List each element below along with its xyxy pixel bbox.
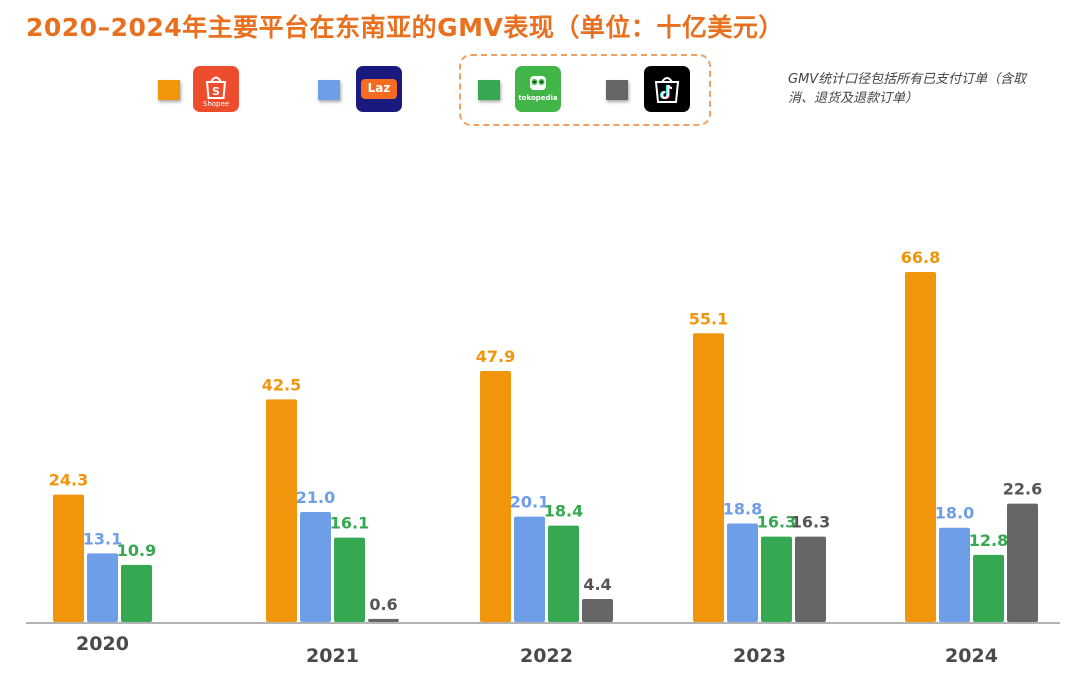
value-label-shopee-2020: 24.3 <box>49 471 88 490</box>
tokopedia-logo-text: tokopedia <box>518 94 558 102</box>
value-label-shopee-2021: 42.5 <box>262 375 301 394</box>
bar-shopee-2022 <box>480 371 511 622</box>
value-label-tiktok-2022: 4.4 <box>583 575 611 594</box>
bar-tiktok-2021 <box>368 618 399 622</box>
bar-lazada-2021 <box>300 511 331 622</box>
chart-title: 2020–2024年主要平台在东南亚的GMV表现（单位：十亿美元） <box>26 13 784 42</box>
bar-shopee-2024 <box>905 272 936 622</box>
bar-tiktok-2023 <box>795 536 826 622</box>
value-label-tiktok-2021: 0.6 <box>369 595 397 614</box>
value-label-tiktok-2024: 22.6 <box>1003 480 1042 499</box>
value-label-shopee-2024: 66.8 <box>901 248 940 267</box>
value-label-tokopedia-2021: 16.1 <box>330 514 369 533</box>
bar-lazada-2022 <box>514 516 545 622</box>
tiktok-note-icon <box>654 77 680 103</box>
shopee-logo-icon: S Shopee <box>193 66 239 112</box>
bar-tokopedia-2022 <box>548 525 579 622</box>
bar-lazada-2020 <box>87 553 118 622</box>
lazada-logo-text: Laz <box>367 81 391 95</box>
legend-highlight-box <box>459 54 711 126</box>
lazada-logo-icon: Laz <box>356 66 402 112</box>
value-label-lazada-2021: 21.0 <box>296 488 335 507</box>
bar-shopee-2020 <box>53 494 84 622</box>
x-tick-label-2020: 2020 <box>76 633 129 655</box>
bar-tokopedia-2020 <box>121 564 152 622</box>
legend-swatch-shopee <box>158 80 180 100</box>
bar-shopee-2021 <box>266 399 297 622</box>
svg-text:S: S <box>212 85 220 98</box>
value-label-tokopedia-2024: 12.8 <box>969 531 1008 550</box>
value-labels-group: 24.3 13.110.9 42.5 21.0 16.1 0.6 47.9 20.118.4 4… <box>49 248 1042 614</box>
owl-icon <box>530 76 546 90</box>
bar-shopee-2023 <box>693 333 724 622</box>
value-label-tokopedia-2023: 16.3 <box>757 513 796 532</box>
tokopedia-logo-icon: tokopedia <box>515 66 561 112</box>
shopee-logo-text: Shopee <box>202 100 230 108</box>
value-label-tiktok-2023: 16.3 <box>791 513 830 532</box>
value-label-lazada-2024: 18.0 <box>935 504 974 523</box>
legend-swatch-tiktok <box>606 80 628 100</box>
bar-lazada-2024 <box>939 527 970 622</box>
x-tick-label-2024: 2024 <box>945 645 998 667</box>
bar-tiktok-2022 <box>582 598 613 622</box>
x-tick-label-2021: 2021 <box>306 645 359 667</box>
value-label-tokopedia-2020: 10.9 <box>117 541 156 560</box>
shopping-bag-icon: S <box>205 76 227 99</box>
value-label-shopee-2022: 47.9 <box>476 347 515 366</box>
x-tick-labels-group: 2020 2021 2022 2023 2024 <box>76 633 998 667</box>
value-label-shopee-2023: 55.1 <box>689 309 728 328</box>
bar-tokopedia-2021 <box>334 537 365 622</box>
bar-tiktok-2024 <box>1007 503 1038 622</box>
bars-group <box>53 272 1038 622</box>
legend-swatch-lazada <box>318 80 340 100</box>
value-label-lazada-2020: 13.1 <box>83 529 122 548</box>
gmv-definition-note: GMV统计口径包括所有已支付订单（含取消、退货及退款订单） <box>788 72 1027 106</box>
x-tick-label-2022: 2022 <box>520 645 573 667</box>
value-label-lazada-2023: 18.8 <box>723 499 762 518</box>
bar-tokopedia-2024 <box>973 554 1004 622</box>
legend-swatch-tokopedia <box>478 80 500 100</box>
bar-lazada-2023 <box>727 523 758 622</box>
x-tick-label-2023: 2023 <box>733 645 786 667</box>
tiktok-shop-logo-icon <box>644 66 690 112</box>
value-label-lazada-2022: 20.1 <box>510 493 549 512</box>
value-label-tokopedia-2022: 18.4 <box>544 502 583 521</box>
bar-tokopedia-2023 <box>761 536 792 622</box>
